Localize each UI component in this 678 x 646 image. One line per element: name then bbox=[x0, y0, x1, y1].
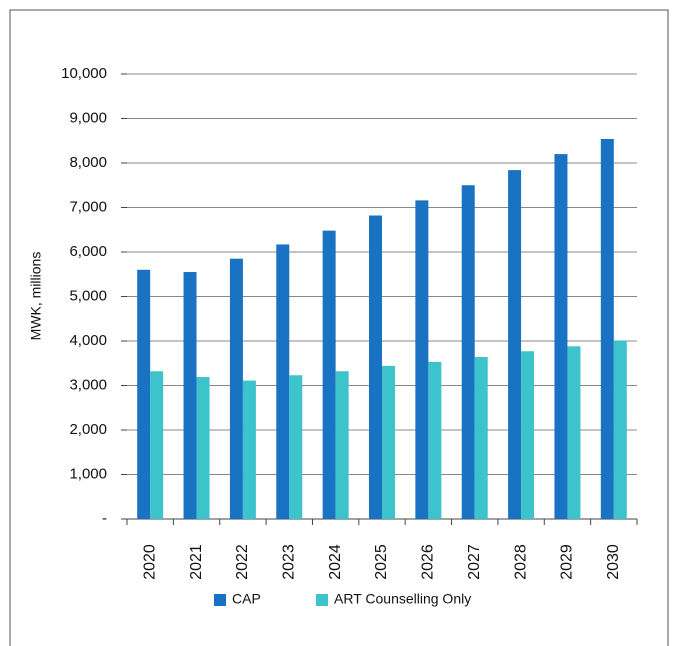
y-tick-label: 10,000 bbox=[61, 65, 107, 82]
y-tick-label: 8,000 bbox=[69, 154, 107, 171]
x-tick-label: 2024 bbox=[327, 544, 344, 580]
bar bbox=[382, 365, 395, 519]
bar bbox=[567, 346, 581, 519]
y-tick-label: 3,000 bbox=[69, 376, 107, 393]
bar bbox=[600, 138, 614, 519]
x-tick-label: 2022 bbox=[234, 544, 251, 580]
y-tick-label: 1,000 bbox=[69, 465, 107, 482]
bar bbox=[415, 200, 429, 519]
bar bbox=[150, 371, 164, 519]
x-tick-label: 2021 bbox=[188, 544, 205, 580]
bar bbox=[289, 375, 303, 519]
legend-label: ART Counselling Only bbox=[334, 591, 471, 607]
bar bbox=[369, 215, 382, 519]
x-tick-label: 2029 bbox=[559, 544, 576, 580]
x-tick-label: 2025 bbox=[373, 544, 390, 580]
y-tick-label: 7,000 bbox=[69, 198, 107, 215]
x-tick-label: 2027 bbox=[466, 544, 483, 580]
y-tick-label: 9,000 bbox=[69, 109, 107, 126]
x-tick-label: 2020 bbox=[141, 544, 158, 580]
bar bbox=[508, 170, 522, 519]
bar bbox=[322, 230, 336, 519]
bar bbox=[613, 340, 627, 519]
bar bbox=[554, 154, 568, 519]
legend-swatch bbox=[316, 594, 328, 606]
frame bbox=[9, 9, 669, 646]
bar bbox=[474, 357, 488, 519]
legend-label: CAP bbox=[232, 591, 261, 607]
bar bbox=[196, 377, 210, 519]
x-tick-label: 2028 bbox=[512, 544, 529, 580]
x-tick-label: 2023 bbox=[280, 544, 297, 580]
bar bbox=[183, 272, 197, 519]
y-tick-label: 6,000 bbox=[69, 243, 107, 260]
bar bbox=[335, 371, 349, 519]
x-tick-label: 2030 bbox=[605, 544, 622, 580]
x-tick-label: 2026 bbox=[420, 544, 437, 580]
bar bbox=[242, 380, 256, 519]
y-axis-label: MWK, millions bbox=[28, 252, 44, 341]
bar bbox=[428, 361, 442, 519]
bar bbox=[276, 244, 290, 519]
bar bbox=[137, 269, 151, 519]
y-tick-label: 2,000 bbox=[69, 421, 107, 438]
bar bbox=[521, 351, 535, 519]
legend-swatch bbox=[214, 594, 226, 606]
y-tick-label: 4,000 bbox=[69, 332, 107, 349]
bar bbox=[229, 258, 243, 519]
y-tick-label: 5,000 bbox=[69, 287, 107, 304]
bar bbox=[461, 185, 475, 519]
y-tick-label: - bbox=[102, 510, 107, 527]
